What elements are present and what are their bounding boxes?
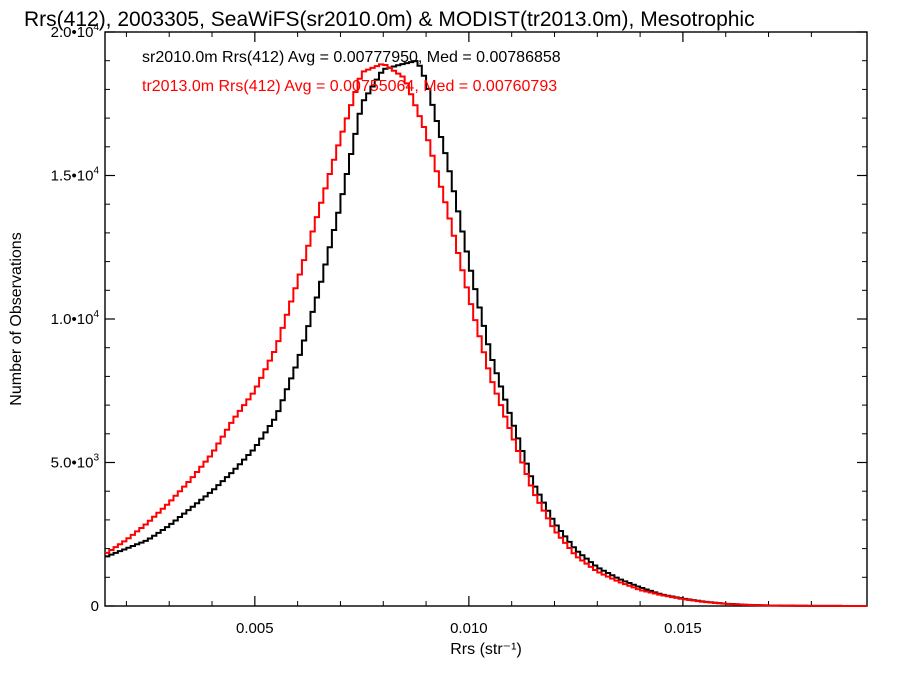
y-tick-label: 0 (91, 598, 99, 615)
x-tick-label: 0.010 (450, 620, 488, 637)
series-line-1 (105, 63, 867, 607)
y-tick-label: 5.0•103 (51, 453, 100, 472)
y-tick-label-exponent: 4 (93, 309, 99, 320)
y-tick-label-exponent: 3 (93, 453, 99, 464)
legend-entry-seawifs: sr2010.0m Rrs(412) Avg = 0.00777950, Med… (142, 49, 561, 66)
y-tick-label: 1.5•104 (51, 166, 100, 185)
y-tick-label-base: 2.0•10 (51, 24, 94, 41)
plot-frame (104, 31, 868, 607)
x-tick-label: 0.015 (664, 620, 702, 637)
series-lines (105, 60, 867, 607)
series-line-0 (105, 60, 867, 607)
x-tick-label: 0.005 (236, 620, 274, 637)
axis-ticks: 0.005 0.010 0.01505.0•1031.0•1041.5•1042.0… (51, 22, 867, 637)
legend-entry-modis: tr2013.0m Rrs(412) Avg = 0.00755064, Med… (142, 78, 557, 95)
y-axis-label: Number of Observations (8, 232, 25, 405)
x-axis-label: Rrs (str⁻¹) (450, 641, 522, 658)
y-tick-label: 2.0•104 (51, 22, 100, 41)
y-tick-label-base: 1.0•10 (51, 311, 94, 328)
y-tick-label-base: 1.5•10 (51, 168, 94, 185)
chart-title: Rrs(412), 2003305, SeaWiFS(sr2010.0m) & … (24, 8, 755, 31)
y-tick-label-exponent: 4 (93, 22, 99, 33)
y-tick-label-base: 5.0•10 (51, 455, 94, 472)
y-tick-label-exponent: 4 (93, 166, 99, 177)
y-tick-label: 1.0•104 (51, 309, 100, 328)
